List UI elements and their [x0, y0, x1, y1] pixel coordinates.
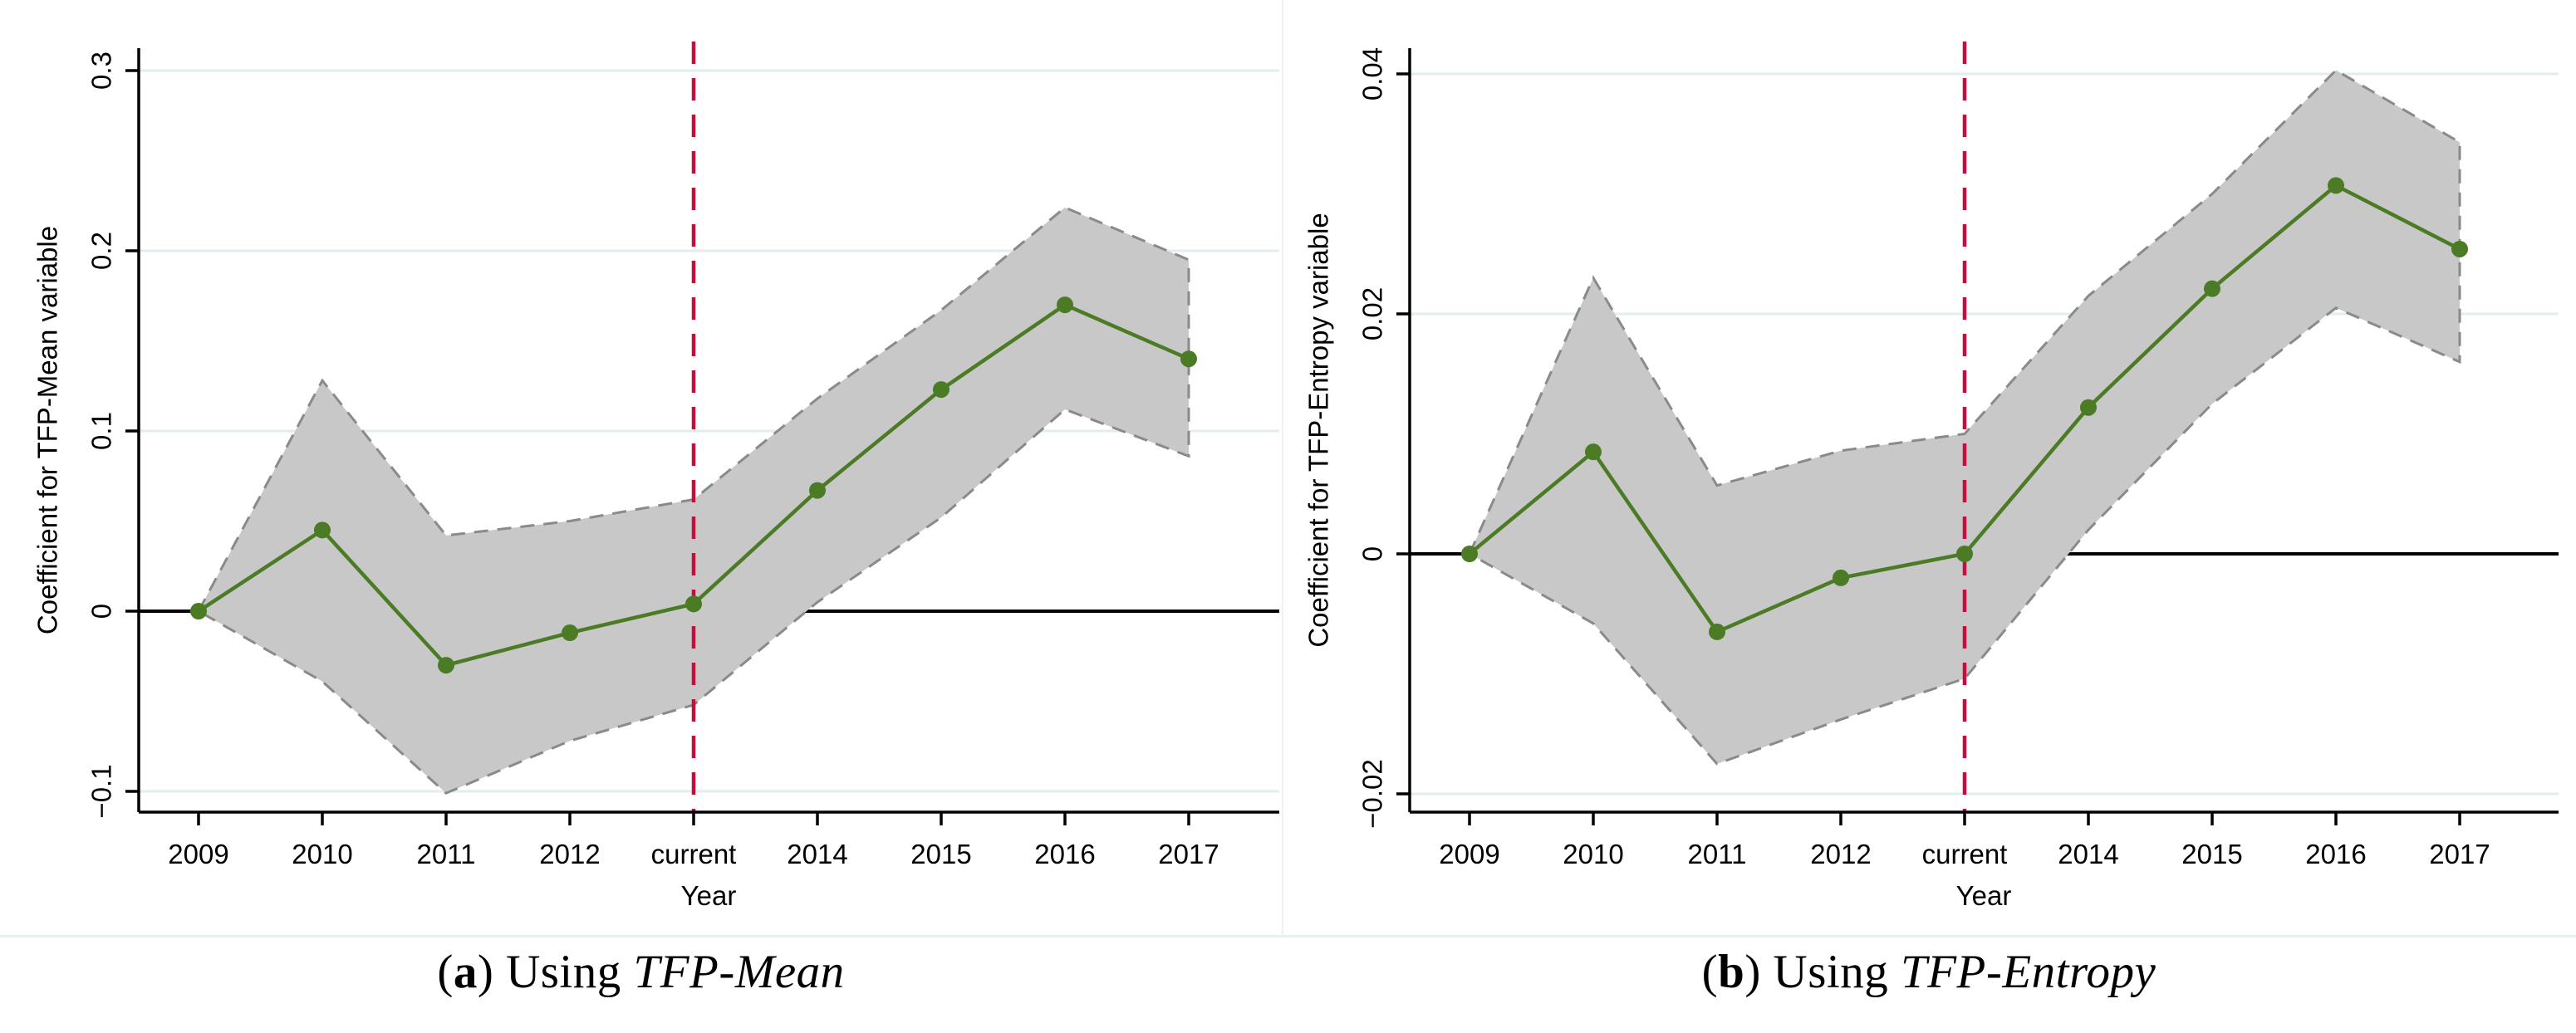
x-tick-label: 2017: [2429, 839, 2490, 869]
caption-row: (a) Using TFP-Mean (b) Using TFP-Entropy: [0, 945, 2576, 999]
y-tick-label: 0.3: [86, 51, 117, 90]
caption-b-mid: ) Using: [1744, 946, 1901, 998]
coefficient-marker: [562, 624, 578, 642]
y-tick-label: 0.1: [86, 412, 117, 450]
y-tick-label: 0.2: [86, 232, 117, 270]
y-tick-label: 0: [1357, 546, 1388, 561]
caption-a-term: TFP-Mean: [633, 946, 845, 998]
caption-b-open: (: [1701, 946, 1719, 998]
x-tick-label: 2016: [1034, 839, 1095, 869]
x-tick-label: current: [1922, 839, 2008, 869]
y-axis-title: Coefficient for TFP-Mean variable: [32, 226, 63, 634]
caption-a-mid: ) Using: [477, 946, 634, 998]
coefficient-marker: [1585, 443, 1602, 461]
caption-panel-a: (a) Using TFP-Mean: [0, 945, 1282, 999]
coefficient-marker: [1956, 546, 1973, 562]
coefficient-marker: [1833, 569, 1849, 586]
caption-b-term: TFP-Entropy: [1901, 946, 2156, 998]
x-axis-title: Year: [681, 880, 737, 911]
x-tick-label: 2011: [1688, 839, 1747, 869]
coefficient-marker: [685, 595, 702, 613]
coefficient-marker: [1461, 546, 1478, 562]
x-tick-label: 2012: [539, 839, 600, 869]
x-tick-label: 2014: [2058, 839, 2118, 869]
coefficient-marker: [2080, 399, 2097, 416]
y-tick-label: 0.02: [1357, 287, 1388, 340]
coefficient-marker: [809, 482, 826, 499]
x-tick-label: 2010: [292, 839, 352, 869]
coefficient-marker: [1057, 296, 1073, 314]
panel-divider: [1282, 0, 1283, 937]
x-tick-label: 2014: [787, 839, 847, 869]
x-axis-title: Year: [1956, 880, 2012, 911]
y-axis-title: Coefficient for TFP-Entropy variable: [1303, 213, 1334, 647]
coefficient-marker: [1709, 623, 1725, 640]
y-tick-label: −0.1: [86, 764, 117, 818]
caption-a-letter: a: [453, 946, 478, 998]
x-tick-label: 2015: [2181, 839, 2242, 869]
coefficient-marker: [438, 657, 454, 674]
x-tick-label: 2009: [1439, 839, 1499, 869]
caption-rule: [0, 935, 2576, 938]
caption-b-letter: b: [1718, 946, 1745, 998]
coefficient-marker: [933, 381, 949, 399]
x-tick-label: 2012: [1810, 839, 1871, 869]
coefficient-marker: [190, 603, 207, 619]
coefficient-marker: [314, 521, 331, 539]
coefficient-marker: [1180, 350, 1197, 368]
x-tick-label: current: [651, 839, 737, 869]
coefficient-marker: [2328, 177, 2344, 194]
x-tick-label: 2011: [417, 839, 476, 869]
x-tick-label: 2017: [1158, 839, 1219, 869]
panel-a: −0.1 0 0.1 0.2 0.3 2009 2010 2011 2012 current 201…: [32, 42, 1279, 911]
x-tick-label: 2016: [2305, 839, 2366, 869]
y-tick-label: −0.02: [1357, 759, 1388, 829]
caption-panel-b: (b) Using TFP-Entropy: [1282, 945, 2576, 999]
x-tick-label: 2009: [168, 839, 228, 869]
x-tick-label: 2015: [910, 839, 971, 869]
panel-b: −0.02 0 0.02 0.04 2009 2010 2011 2012 current 201…: [1303, 42, 2559, 911]
y-tick-label: 0: [86, 604, 117, 619]
x-tick-label: 2010: [1563, 839, 1623, 869]
coefficient-marker: [2451, 240, 2468, 257]
y-tick-label: 0.04: [1357, 47, 1388, 100]
coefficient-marker: [2204, 280, 2220, 297]
caption-a-open: (: [437, 946, 454, 998]
